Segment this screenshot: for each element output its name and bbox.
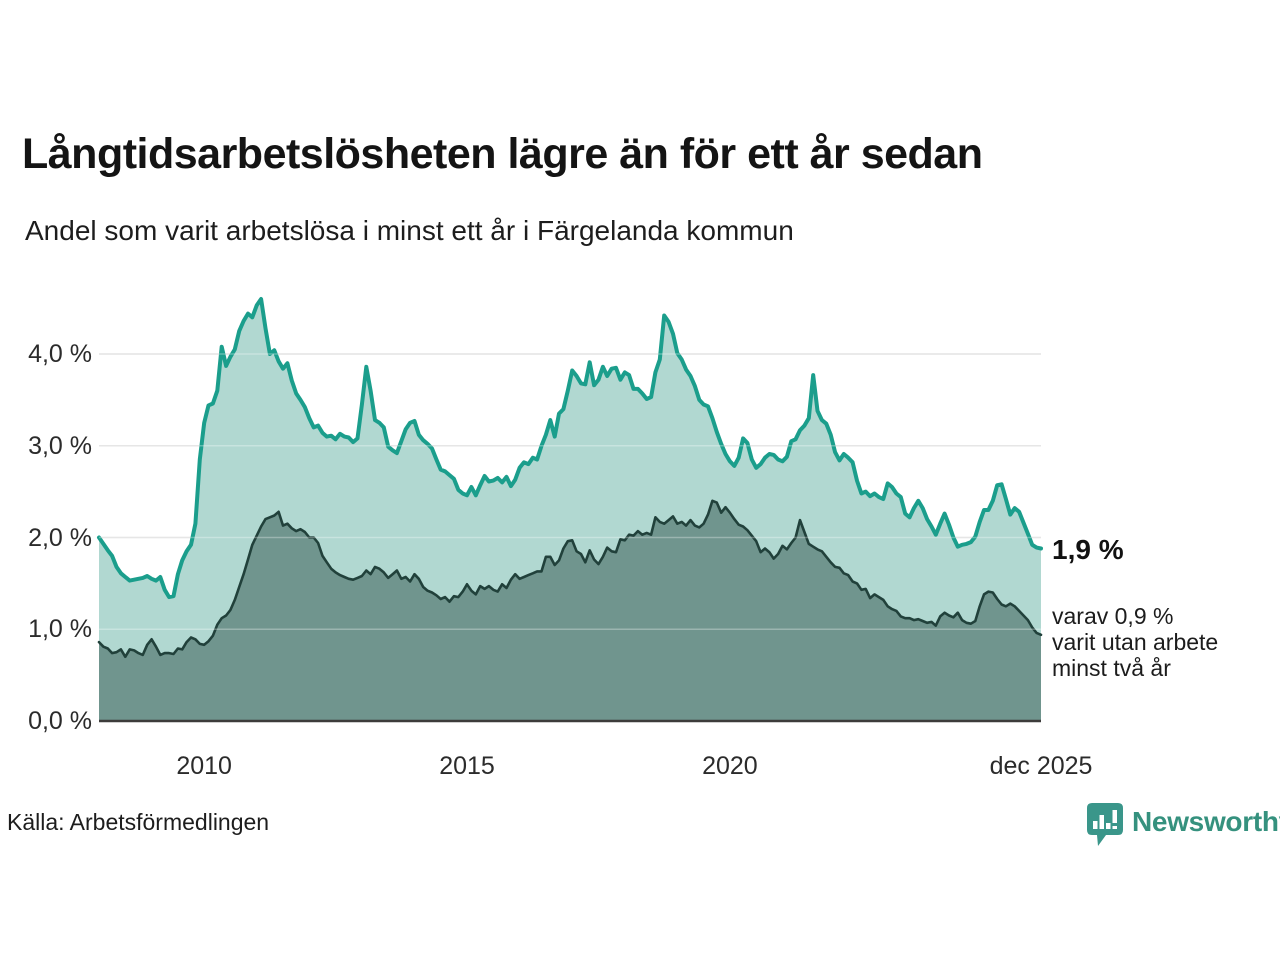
detail-line: varav 0,9 % [1052, 603, 1174, 629]
y-axis-tick-label: 2,0 % [28, 523, 92, 552]
x-axis-tick-label: dec 2025 [989, 752, 1093, 780]
latest-value-label: 1,9 % [1052, 534, 1124, 565]
page-subtitle: Andel som varit arbetslösa i minst ett å… [25, 215, 794, 246]
brand-logo: Newsworthy [1086, 802, 1280, 848]
x-axis-tick-label: 2010 [176, 752, 232, 780]
y-axis-tick-label: 3,0 % [28, 431, 92, 460]
newsworthy-bubble-chart-icon [1087, 803, 1123, 846]
x-axis-tick-label: 2015 [439, 752, 495, 780]
detail-line: varit utan arbete [1052, 629, 1219, 655]
source-credit: Källa: Arbetsförmedlingen [7, 809, 270, 835]
x-axis-tick-label: 2020 [702, 752, 758, 780]
brand-name: Newsworthy [1132, 806, 1280, 837]
y-axis-tick-label: 4,0 % [28, 340, 92, 368]
line-unemployed-one-year [97, 297, 1043, 600]
area-fill-unemployed-two-years [99, 500, 1041, 721]
y-axis-tick-label: 0,0 % [28, 707, 92, 735]
page-title: Långtidsarbetslösheten lägre än för ett … [22, 130, 983, 178]
y-axis-tick-label: 1,0 % [28, 615, 92, 644]
detail-line: minst två år [1052, 655, 1171, 681]
latest-value-detail: varav 0,9 % varit utan arbete minst två … [1052, 603, 1218, 681]
line-unemployed-two-years [97, 499, 1043, 659]
